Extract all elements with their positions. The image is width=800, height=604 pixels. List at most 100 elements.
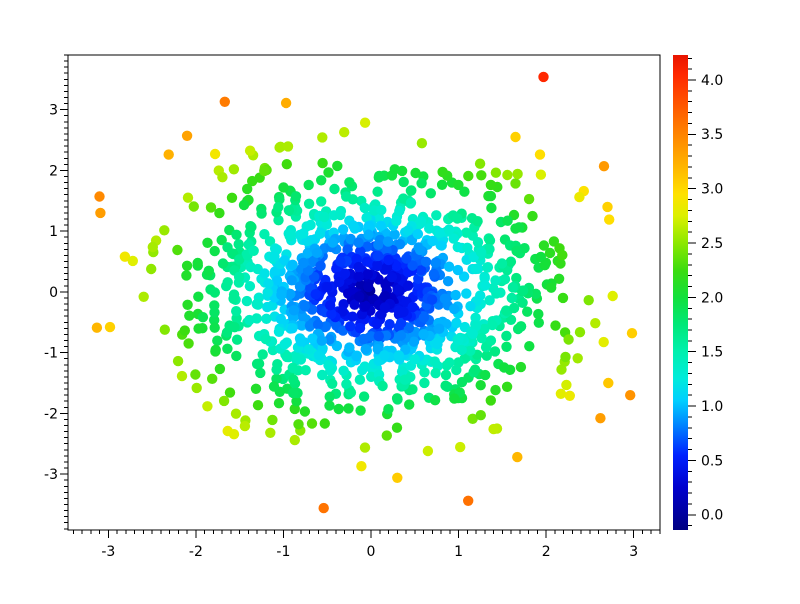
scatter-point (360, 300, 371, 311)
scatter-point (231, 350, 242, 362)
scatter-point (260, 333, 271, 345)
scatter-point (391, 393, 403, 404)
scatter-point (287, 362, 298, 373)
scatter-point (303, 344, 314, 355)
y-tick-label: -2 (44, 406, 58, 422)
scatter-point (484, 235, 496, 246)
scatter-point (391, 422, 403, 433)
scatter-point (323, 167, 334, 178)
scatter-point (250, 383, 262, 394)
x-tick-label: 0 (367, 544, 376, 560)
scatter-point (276, 289, 287, 301)
scatter-point (502, 169, 513, 181)
scatter-point (449, 303, 460, 315)
scatter-point (505, 256, 517, 267)
scatter-point (278, 182, 289, 193)
scatter-point (452, 264, 464, 276)
scatter-point (104, 321, 116, 333)
y-tick-label: 1 (49, 224, 58, 240)
scatter-point (224, 387, 236, 398)
scatter-point (392, 472, 403, 483)
scatter-point (210, 344, 221, 356)
colorbar: 0.0 0.5 1.0 1.5 2.0 2.5 3.0 3.5 4.0 (673, 55, 723, 530)
scatter-point (418, 312, 430, 323)
scatter-point (326, 308, 337, 320)
scatter-point (314, 228, 326, 239)
scatter-point (603, 377, 614, 389)
x-axis: -3 -2 -1 0 1 2 3 (72, 530, 661, 560)
scatter-point (595, 413, 606, 424)
scatter-point (273, 326, 285, 337)
colorbar-gradient (673, 55, 688, 530)
scatter-point (271, 275, 283, 286)
scatter-point (560, 351, 571, 363)
colorbar-tick-label: 1.0 (701, 399, 723, 415)
scatter-point (389, 229, 400, 240)
scatter-point (394, 239, 406, 250)
scatter-point (182, 192, 194, 203)
scatter-point (399, 374, 410, 385)
scatter-point (434, 323, 445, 334)
scatter-point (512, 323, 524, 335)
scatter-point (231, 229, 242, 240)
scatter-point (333, 403, 344, 415)
scatter-point (244, 314, 255, 326)
scatter-point (264, 236, 276, 247)
scatter-point (287, 259, 298, 270)
scatter-point (598, 161, 610, 172)
scatter-point (448, 233, 459, 244)
scatter-point (479, 323, 490, 335)
scatter-point (257, 349, 268, 360)
scatter-point (398, 306, 409, 318)
scatter-point (459, 186, 470, 197)
scatter-point (467, 413, 478, 424)
scatter-point (556, 364, 567, 375)
scatter-point (119, 251, 131, 262)
scatter-point (317, 369, 328, 381)
scatter-point (182, 299, 193, 310)
scatter-point (239, 420, 251, 432)
scatter-point (510, 178, 521, 189)
scatter-point (440, 369, 452, 381)
scatter-point (510, 131, 521, 143)
scatter-point (519, 243, 530, 254)
scatter-point (283, 205, 295, 216)
scatter-point (422, 445, 434, 457)
scatter-point (316, 196, 327, 207)
scatter-point (233, 271, 245, 283)
scatter-point (511, 272, 522, 284)
scatter-point (468, 251, 479, 263)
scatter-point (379, 350, 390, 361)
scatter-point (465, 301, 476, 312)
scatter-point (429, 356, 440, 367)
colorbar-tick-label: 2.5 (701, 236, 723, 252)
scatter-point (345, 387, 357, 398)
scatter-point (389, 164, 400, 175)
scatter-point (281, 159, 292, 170)
scatter-point (311, 247, 323, 258)
scatter-point (443, 224, 455, 235)
scatter-point (288, 374, 299, 385)
scatter-point (409, 354, 420, 365)
scatter-point (386, 271, 398, 283)
scatter-point (214, 207, 225, 219)
scatter-point (303, 198, 315, 209)
scatter-point (467, 328, 478, 339)
scatter-point (557, 292, 569, 304)
scatter-point (523, 193, 535, 205)
scatter-point (247, 175, 258, 187)
scatter-point (403, 280, 414, 291)
scatter-point (583, 295, 594, 306)
scatter-point (219, 96, 230, 108)
scatter-point (507, 282, 519, 293)
scatter-point (490, 275, 501, 286)
scatter-point (527, 210, 538, 222)
scatter-point (555, 258, 566, 269)
scatter-point (300, 365, 311, 376)
scatter-point (295, 319, 306, 331)
scatter-point (366, 331, 377, 342)
scatter-point (427, 235, 438, 247)
colorbar-tick-label: 3.0 (701, 182, 723, 198)
scatter-point (505, 314, 517, 325)
scatter-point (472, 237, 484, 248)
